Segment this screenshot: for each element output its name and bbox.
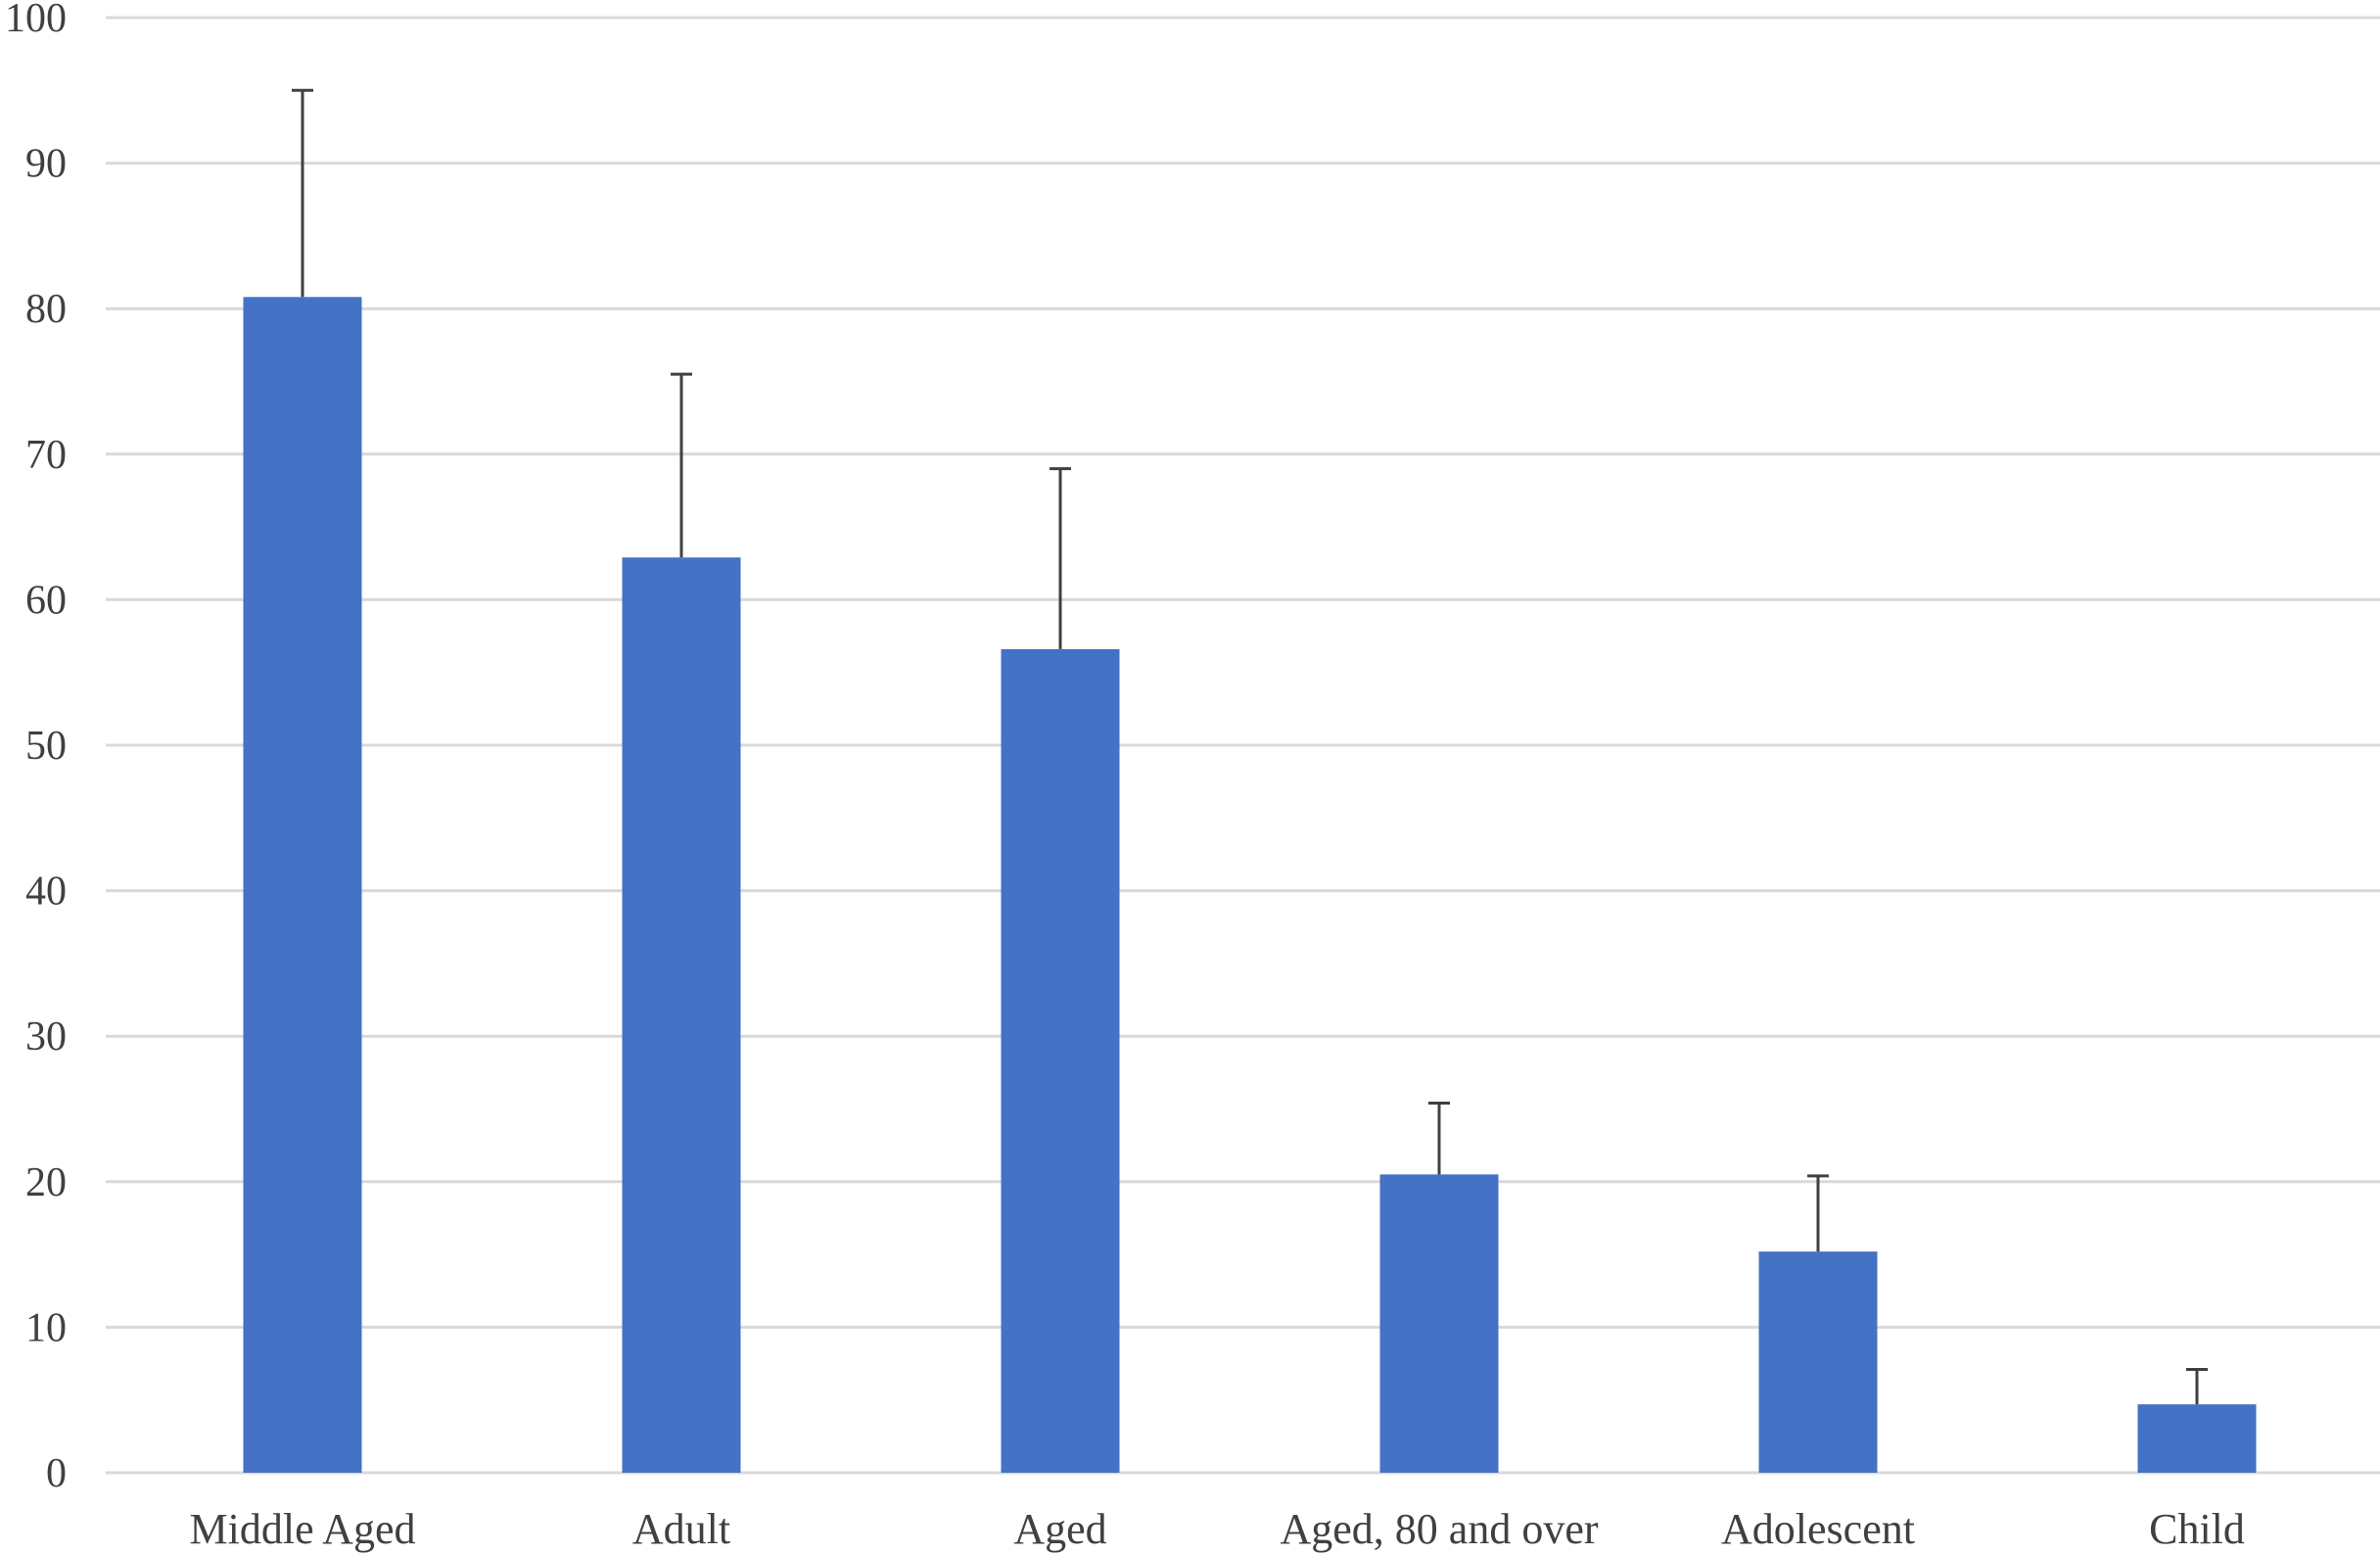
error-bars xyxy=(292,88,2208,1405)
y-tick-label: 10 xyxy=(25,1305,67,1350)
y-tick-label: 60 xyxy=(25,578,67,623)
error-bar xyxy=(1428,1102,1450,1175)
error-bar xyxy=(671,372,692,558)
x-category-label: Adult xyxy=(632,1505,730,1553)
x-category-label: Aged xyxy=(1013,1505,1106,1553)
gridlines xyxy=(106,16,2380,1475)
bar xyxy=(1001,648,1120,1473)
x-category-label: Aged, 80 and over xyxy=(1280,1505,1598,1553)
x-axis-category-labels: Middle Aged Adult Aged Aged, 80 and over Ado… xyxy=(190,1505,2245,1553)
y-tick-label: 90 xyxy=(25,142,67,187)
bar xyxy=(1379,1174,1499,1473)
y-tick-label: 0 xyxy=(46,1451,67,1496)
bar xyxy=(1758,1251,1878,1473)
x-category-label: Middle Aged xyxy=(190,1505,416,1553)
y-axis-tick-labels: 0 10 20 30 40 50 60 70 80 90 100 xyxy=(5,0,67,1496)
error-bar xyxy=(1807,1174,1829,1252)
x-category-label: Adolescent xyxy=(1721,1505,1915,1553)
y-tick-label: 50 xyxy=(25,724,67,769)
y-tick-label: 80 xyxy=(25,287,67,332)
bars xyxy=(243,297,2257,1473)
y-tick-label: 100 xyxy=(5,0,67,41)
bar xyxy=(243,297,362,1473)
x-category-label: Child xyxy=(2149,1505,2245,1553)
y-tick-label: 30 xyxy=(25,1014,67,1060)
error-bar xyxy=(292,88,313,298)
y-tick-label: 20 xyxy=(25,1160,67,1205)
y-tick-label: 70 xyxy=(25,433,67,478)
y-tick-label: 40 xyxy=(25,870,67,915)
bar xyxy=(622,557,741,1473)
error-bar xyxy=(1050,467,1071,649)
bar xyxy=(2137,1404,2257,1473)
error-bar xyxy=(2186,1367,2208,1405)
